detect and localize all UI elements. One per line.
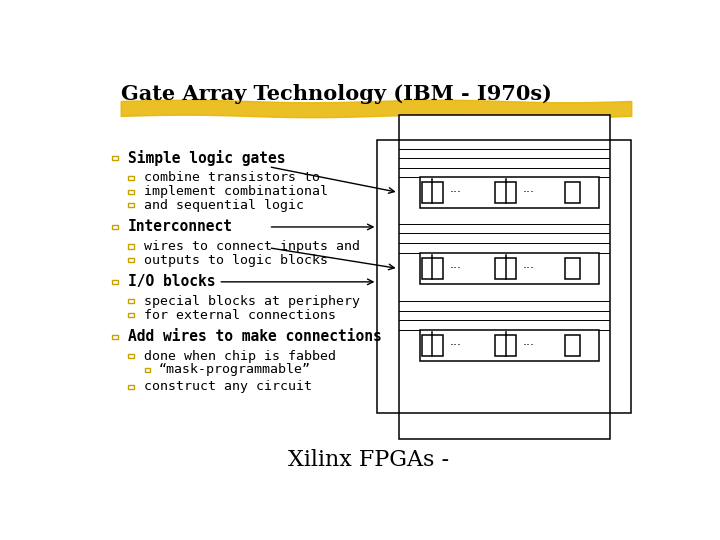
Text: special blocks at periphery: special blocks at periphery [143,295,359,308]
Text: “mask-programmable”: “mask-programmable” [158,363,310,376]
Bar [565,182,580,203]
Text: for external connections: for external connections [143,309,336,322]
Bar [399,413,610,439]
Text: Interconnect: Interconnect [128,219,233,234]
Bar [128,354,133,359]
Bar [420,253,599,284]
Bar [422,258,443,279]
Bar [112,156,118,160]
Text: combine transistors to: combine transistors to [143,171,320,184]
Text: done when chip is fabbed: done when chip is fabbed [143,350,336,363]
Text: I/O blocks: I/O blocks [128,274,215,289]
Text: Add wires to make connections: Add wires to make connections [128,329,382,344]
Text: wires to connect inputs and: wires to connect inputs and [143,240,359,253]
Bar [112,335,118,339]
Bar [128,190,133,194]
Text: ···: ··· [523,186,534,199]
Text: ···: ··· [449,186,462,199]
Text: ···: ··· [449,339,462,352]
Text: construct any circuit: construct any circuit [143,380,312,393]
Bar [422,335,443,356]
Text: implement combinational: implement combinational [143,185,328,198]
Bar [145,368,150,372]
Bar [128,313,133,317]
Bar [399,114,610,140]
Text: ···: ··· [523,339,534,352]
Text: and sequential logic: and sequential logic [143,199,304,212]
Text: outputs to logic blocks: outputs to logic blocks [143,254,328,267]
Bar [128,299,133,303]
Bar [128,245,133,248]
Bar [495,335,516,356]
Bar [565,258,580,279]
Bar [495,182,516,203]
Text: Gate Array Technology (IBM - I970s): Gate Array Technology (IBM - I970s) [121,84,552,104]
Text: ···: ··· [449,262,462,275]
Bar [565,335,580,356]
Bar [610,140,631,413]
Bar [112,280,118,284]
Bar [128,258,133,262]
Bar [422,182,443,203]
Bar [112,225,118,229]
Bar [128,176,133,180]
Text: ···: ··· [523,262,534,275]
Bar [420,330,599,361]
Bar [420,177,599,208]
Text: Simple logic gates: Simple logic gates [128,150,285,166]
Bar [377,140,399,413]
Bar [128,203,133,207]
Bar [128,384,133,389]
Bar [495,258,516,279]
Text: Xilinx FPGAs -: Xilinx FPGAs - [289,449,449,471]
